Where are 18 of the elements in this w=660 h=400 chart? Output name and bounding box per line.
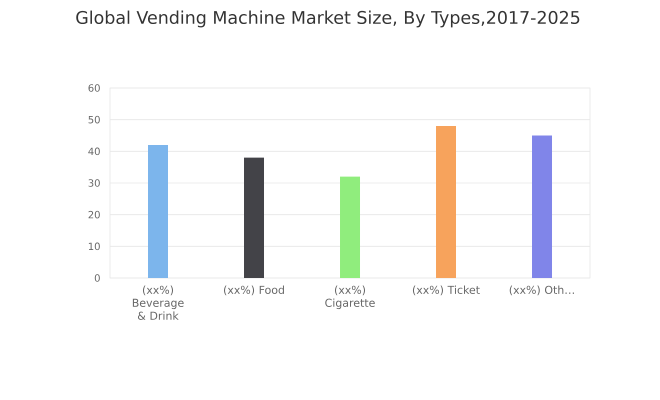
x-tick-label: (xx%) Oth… xyxy=(510,286,574,296)
x-tick-label: (xx%) Cigarette xyxy=(325,286,375,310)
bar xyxy=(148,145,168,278)
y-tick-label: 10 xyxy=(88,242,100,250)
bar xyxy=(340,176,360,278)
x-tick-label: (xx%) Beverage & Drink xyxy=(132,286,184,320)
bar xyxy=(436,126,456,278)
y-tick-label: 60 xyxy=(88,84,100,92)
y-tick-label: 0 xyxy=(94,274,100,282)
y-tick-label: 50 xyxy=(88,116,100,124)
bar xyxy=(532,136,552,278)
chart-title: Global Vending Machine Market Size, By Types,2017-2025 xyxy=(76,10,580,28)
y-tick-label: 30 xyxy=(88,179,100,187)
bar xyxy=(244,158,264,278)
x-tick-label: (xx%) Food xyxy=(224,286,284,296)
y-tick-label: 20 xyxy=(88,210,100,218)
y-tick-label: 40 xyxy=(88,148,100,156)
x-tick-label: (xx%) Ticket xyxy=(412,286,480,296)
